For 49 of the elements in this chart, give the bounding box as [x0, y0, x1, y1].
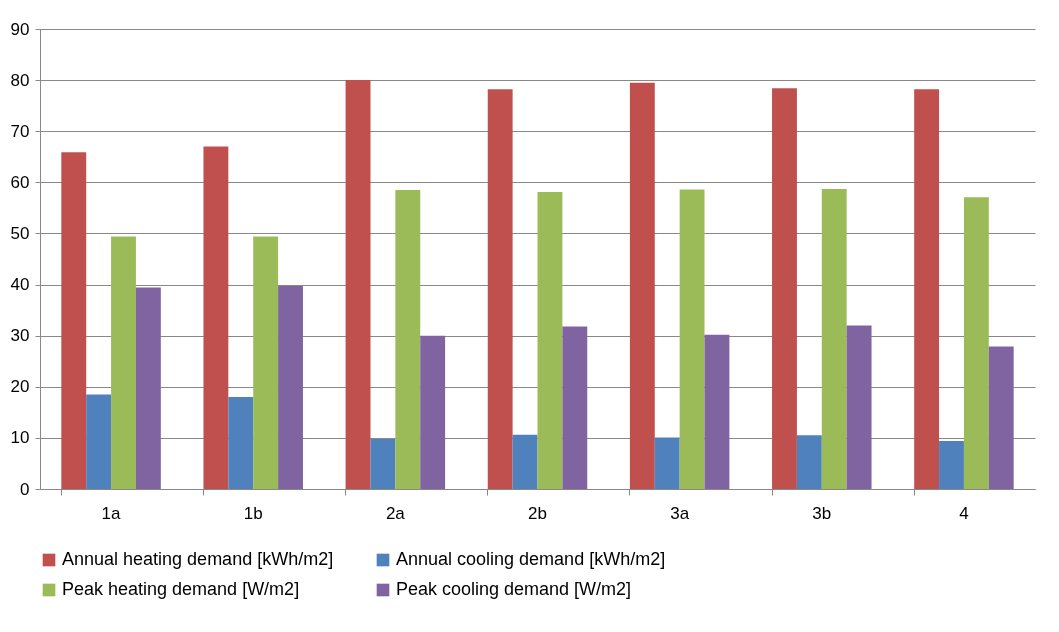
x-tick-label: 3a: [670, 503, 690, 523]
y-tick-label: 10: [10, 428, 30, 448]
bar: [111, 236, 136, 489]
bar: [370, 438, 396, 489]
bar: [772, 88, 797, 489]
x-tick-label: 1a: [101, 503, 122, 523]
x-tick-label: 4: [959, 503, 969, 523]
bar: [537, 192, 563, 489]
bar: [228, 397, 254, 489]
y-tick-label: 0: [20, 479, 30, 499]
legend-label: Peak heating demand [W/m2]: [62, 579, 300, 599]
bar: [135, 287, 161, 489]
bar: [61, 152, 87, 489]
bar: [86, 394, 112, 489]
bar: [939, 440, 964, 489]
x-tick-label: 1b: [243, 503, 263, 523]
y-tick-label: 50: [10, 223, 30, 243]
x-tick-label: 2b: [528, 503, 547, 523]
bar: [821, 188, 847, 489]
bar: [914, 89, 940, 489]
bar: [253, 236, 279, 489]
bar: [203, 146, 229, 489]
legend-label: Peak cooling demand [W/m2]: [396, 579, 632, 599]
bar: [345, 80, 371, 489]
bar: [629, 82, 655, 489]
x-tick-label: 3b: [812, 503, 832, 523]
bar: [512, 434, 538, 489]
x-tick-label: 2a: [385, 503, 406, 523]
bar: [796, 435, 822, 489]
bar: [963, 197, 989, 489]
bar: [278, 286, 303, 489]
bar: [654, 437, 680, 489]
bar: [395, 190, 421, 489]
y-tick-label: 20: [10, 377, 30, 397]
legend-label: Annual heating demand [kWh/m2]: [62, 549, 334, 569]
bar: [846, 325, 872, 489]
bar: [679, 189, 705, 489]
bar: [420, 335, 446, 489]
bar: [562, 326, 588, 489]
y-tick-label: 40: [10, 275, 30, 295]
y-tick-label: 70: [10, 121, 30, 141]
y-tick-label: 30: [10, 326, 30, 346]
y-tick-label: 60: [10, 172, 30, 192]
y-tick-label: 90: [10, 19, 30, 39]
y-tick-label: 80: [10, 70, 30, 90]
bar: [704, 334, 730, 489]
bar: [487, 89, 513, 489]
bar: [988, 346, 1014, 489]
legend-label: Annual cooling demand [kWh/m2]: [396, 549, 666, 569]
